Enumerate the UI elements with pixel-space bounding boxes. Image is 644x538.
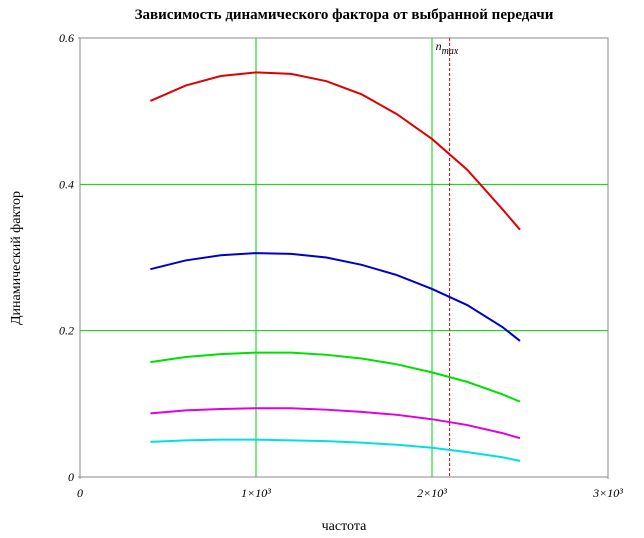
y-tick-label: 0.6 <box>59 31 74 45</box>
x-axis-label: частота <box>322 519 368 534</box>
y-tick-label: 0 <box>68 470 74 484</box>
plot-frame <box>79 37 609 478</box>
marker-label-main: n <box>436 39 442 53</box>
series-line <box>150 407 521 440</box>
series-line <box>150 351 521 403</box>
x-tick-label: 0 <box>77 486 83 500</box>
y-tick-label: 0.4 <box>59 177 74 191</box>
x-tick-label: 1×10³ <box>241 486 271 500</box>
marker-label: nmax <box>436 39 459 57</box>
x-tick-label: 3×10³ <box>592 486 623 500</box>
series-line <box>150 438 521 462</box>
chart-title: Зависимость динамического фактора от выб… <box>135 7 554 23</box>
y-tick-label: 0.2 <box>59 324 74 338</box>
x-tick-label: 2×10³ <box>417 486 447 500</box>
y-axis-label: Динамический фактор <box>9 191 24 325</box>
series-line <box>150 252 521 342</box>
marker-label-sub: max <box>442 46 459 57</box>
series-line <box>149 71 521 231</box>
